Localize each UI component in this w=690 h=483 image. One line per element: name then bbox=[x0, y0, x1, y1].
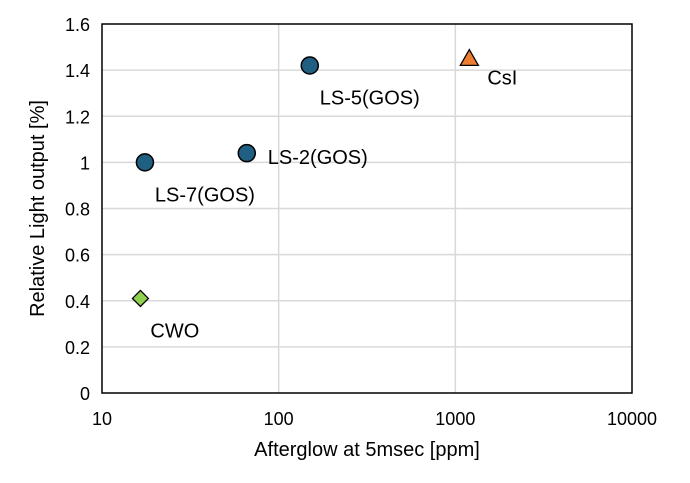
y-tick-label: 0.6 bbox=[65, 246, 90, 266]
grid-lines bbox=[102, 24, 632, 393]
point-label: CsI bbox=[487, 68, 517, 90]
x-tick-labels: 10 100 1000 10000 bbox=[92, 409, 657, 429]
point-labels: LS-7(GOS) LS-2(GOS) LS-5(GOS) CsI CWO bbox=[150, 68, 517, 343]
y-tick-label: 0.8 bbox=[65, 200, 90, 220]
data-point-circle bbox=[237, 143, 257, 163]
point-label: LS-2(GOS) bbox=[268, 147, 368, 169]
y-tick-label: 0.4 bbox=[65, 292, 90, 312]
x-tick-label: 1000 bbox=[435, 409, 475, 429]
y-tick-label: 1 bbox=[80, 153, 90, 173]
y-tick-labels: 0 0.2 0.4 0.6 0.8 1 1.2 1.4 1.6 bbox=[65, 15, 90, 404]
data-points bbox=[131, 48, 480, 308]
y-tick-label: 1.6 bbox=[65, 15, 90, 35]
data-point-circle bbox=[300, 56, 320, 75]
y-tick-label: 0 bbox=[80, 384, 90, 404]
y-tick-label: 1.4 bbox=[65, 61, 90, 81]
plot-area-frame bbox=[101, 23, 633, 394]
x-axis-label: Afterglow at 5msec [ppm] bbox=[254, 439, 480, 461]
data-point-diamond bbox=[131, 289, 150, 308]
point-label: LS-5(GOS) bbox=[320, 88, 420, 110]
x-tick-label: 100 bbox=[264, 409, 294, 429]
y-tick-label: 0.2 bbox=[65, 338, 90, 358]
point-label: LS-7(GOS) bbox=[155, 184, 255, 206]
data-point-triangle bbox=[459, 48, 480, 66]
data-point-circle bbox=[135, 153, 155, 172]
point-label: CWO bbox=[150, 320, 199, 342]
x-tick-label: 10000 bbox=[607, 409, 657, 429]
y-axis-label: Relative Light output [%] bbox=[27, 100, 49, 317]
y-tick-label: 1.2 bbox=[65, 107, 90, 127]
x-tick-label: 10 bbox=[92, 409, 112, 429]
